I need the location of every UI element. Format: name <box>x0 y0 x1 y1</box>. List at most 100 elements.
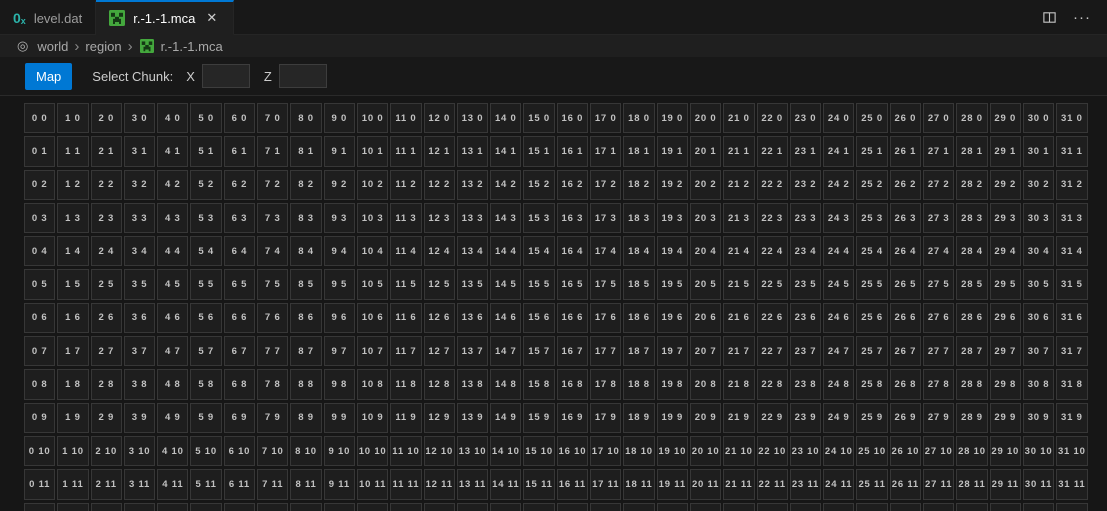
chunk-cell[interactable]: 1 3 <box>57 202 89 234</box>
chunk-cell[interactable]: 28 10 <box>956 435 988 467</box>
chunk-cell[interactable]: 9 3 <box>323 202 355 234</box>
chunk-cell[interactable]: 27 10 <box>923 435 955 467</box>
chunk-cell[interactable]: 12 0 <box>423 103 455 134</box>
chunk-cell[interactable]: 5 9 <box>190 402 222 433</box>
chunk-cell[interactable]: 29 1 <box>989 136 1021 167</box>
chunk-cell[interactable]: 28 4 <box>956 236 988 267</box>
chunk-cell[interactable]: 14 2 <box>490 169 522 200</box>
chunk-cell[interactable]: 6 11 <box>223 469 256 500</box>
chunk-cell[interactable]: 9 12 <box>323 502 355 511</box>
chunk-cell[interactable]: 17 10 <box>590 435 622 467</box>
chunk-cell[interactable]: 19 5 <box>656 269 688 300</box>
chunk-cell[interactable]: 11 5 <box>390 269 422 300</box>
chunk-cell[interactable]: 16 10 <box>556 435 589 467</box>
chunk-cell[interactable]: 21 0 <box>723 103 755 134</box>
chunk-cell[interactable]: 5 4 <box>190 236 222 267</box>
chunk-cell[interactable]: 7 7 <box>257 336 289 367</box>
chunk-cell[interactable]: 18 3 <box>623 202 655 234</box>
chunk-cell[interactable]: 9 7 <box>323 336 355 367</box>
chunk-cell[interactable]: 5 0 <box>190 103 222 134</box>
chunk-cell[interactable]: 31 5 <box>1056 269 1088 300</box>
chunk-cell[interactable]: 24 4 <box>823 236 855 267</box>
chunk-cell[interactable]: 3 9 <box>123 402 156 433</box>
chunk-cell[interactable]: 19 2 <box>656 169 688 200</box>
chunk-cell[interactable]: 5 8 <box>190 369 222 400</box>
chunk-cell[interactable]: 29 12 <box>989 502 1021 511</box>
chunk-cell[interactable]: 24 2 <box>823 169 855 200</box>
chunk-cell[interactable]: 15 8 <box>523 369 555 400</box>
chunk-cell[interactable]: 12 10 <box>423 435 455 467</box>
chunk-cell[interactable]: 9 4 <box>323 236 355 267</box>
chunk-cell[interactable]: 12 12 <box>423 502 455 511</box>
chunk-cell[interactable]: 7 5 <box>257 269 289 300</box>
chunk-cell[interactable]: 10 4 <box>356 236 389 267</box>
chunk-cell[interactable]: 14 9 <box>490 402 522 433</box>
chunk-cell[interactable]: 10 8 <box>356 369 389 400</box>
chunk-cell[interactable]: 13 12 <box>456 502 489 511</box>
chunk-cell[interactable]: 20 9 <box>689 402 722 433</box>
chunk-cell[interactable]: 12 8 <box>423 369 455 400</box>
chunk-cell[interactable]: 3 2 <box>123 169 156 200</box>
chunk-cell[interactable]: 28 1 <box>956 136 988 167</box>
chunk-cell[interactable]: 21 7 <box>723 336 755 367</box>
chunk-cell[interactable]: 27 2 <box>923 169 955 200</box>
chunk-cell[interactable]: 29 3 <box>989 202 1021 234</box>
chunk-cell[interactable]: 24 0 <box>823 103 855 134</box>
chunk-cell[interactable]: 30 4 <box>1022 236 1055 267</box>
chunk-cell[interactable]: 14 7 <box>490 336 522 367</box>
chunk-cell[interactable]: 25 2 <box>856 169 888 200</box>
chunk-cell[interactable]: 16 4 <box>556 236 589 267</box>
chunk-cell[interactable]: 19 9 <box>656 402 688 433</box>
chunk-cell[interactable]: 15 6 <box>523 302 555 334</box>
chunk-cell[interactable]: 26 9 <box>889 402 922 433</box>
chunk-cell[interactable]: 8 2 <box>290 169 322 200</box>
chunk-cell[interactable]: 26 2 <box>889 169 922 200</box>
chunk-cell[interactable]: 29 10 <box>989 435 1021 467</box>
chunk-cell[interactable]: 0 1 <box>24 136 56 167</box>
chunk-cell[interactable]: 29 2 <box>989 169 1021 200</box>
chunk-cell[interactable]: 10 3 <box>356 202 389 234</box>
chunk-cell[interactable]: 9 5 <box>323 269 355 300</box>
chunk-cell[interactable]: 9 1 <box>323 136 355 167</box>
chunk-cell[interactable]: 19 3 <box>656 202 688 234</box>
chunk-cell[interactable]: 8 8 <box>290 369 322 400</box>
chunk-cell[interactable]: 29 11 <box>989 469 1021 500</box>
chunk-cell[interactable]: 7 2 <box>257 169 289 200</box>
chunk-cell[interactable]: 9 6 <box>323 302 355 334</box>
chunk-cell[interactable]: 22 9 <box>756 402 788 433</box>
chunk-cell[interactable]: 16 6 <box>556 302 589 334</box>
chunk-cell[interactable]: 13 6 <box>456 302 489 334</box>
chunk-cell[interactable]: 13 1 <box>456 136 489 167</box>
chunk-cell[interactable]: 19 8 <box>656 369 688 400</box>
chunk-cell[interactable]: 23 4 <box>789 236 822 267</box>
split-editor-icon[interactable] <box>1042 10 1057 25</box>
chunk-cell[interactable]: 30 2 <box>1022 169 1055 200</box>
chunk-cell[interactable]: 17 9 <box>590 402 622 433</box>
chunk-cell[interactable]: 10 12 <box>356 502 389 511</box>
chunk-cell[interactable]: 17 12 <box>590 502 622 511</box>
chunk-cell[interactable]: 14 5 <box>490 269 522 300</box>
chunk-cell[interactable]: 4 11 <box>157 469 189 500</box>
chunk-cell[interactable]: 13 9 <box>456 402 489 433</box>
chunk-cell[interactable]: 31 1 <box>1056 136 1088 167</box>
chunk-cell[interactable]: 25 5 <box>856 269 888 300</box>
chunk-cell[interactable]: 15 0 <box>523 103 555 134</box>
chunk-cell[interactable]: 6 9 <box>223 402 256 433</box>
chunk-cell[interactable]: 8 0 <box>290 103 322 134</box>
chunk-cell[interactable]: 27 1 <box>923 136 955 167</box>
chunk-cell[interactable]: 6 8 <box>223 369 256 400</box>
chunk-cell[interactable]: 15 10 <box>523 435 555 467</box>
chunk-cell[interactable]: 12 6 <box>423 302 455 334</box>
chunk-cell[interactable]: 15 5 <box>523 269 555 300</box>
chunk-cell[interactable]: 7 8 <box>257 369 289 400</box>
chunk-cell[interactable]: 11 11 <box>390 469 422 500</box>
chunk-cell[interactable]: 3 3 <box>123 202 156 234</box>
chunk-cell[interactable]: 8 3 <box>290 202 322 234</box>
chunk-cell[interactable]: 23 9 <box>789 402 822 433</box>
chunk-cell[interactable]: 0 4 <box>24 236 56 267</box>
chunk-cell[interactable]: 31 8 <box>1056 369 1088 400</box>
chunk-cell[interactable]: 22 3 <box>756 202 788 234</box>
chunk-cell[interactable]: 1 0 <box>57 103 89 134</box>
chunk-cell[interactable]: 28 7 <box>956 336 988 367</box>
chunk-cell[interactable]: 1 2 <box>57 169 89 200</box>
